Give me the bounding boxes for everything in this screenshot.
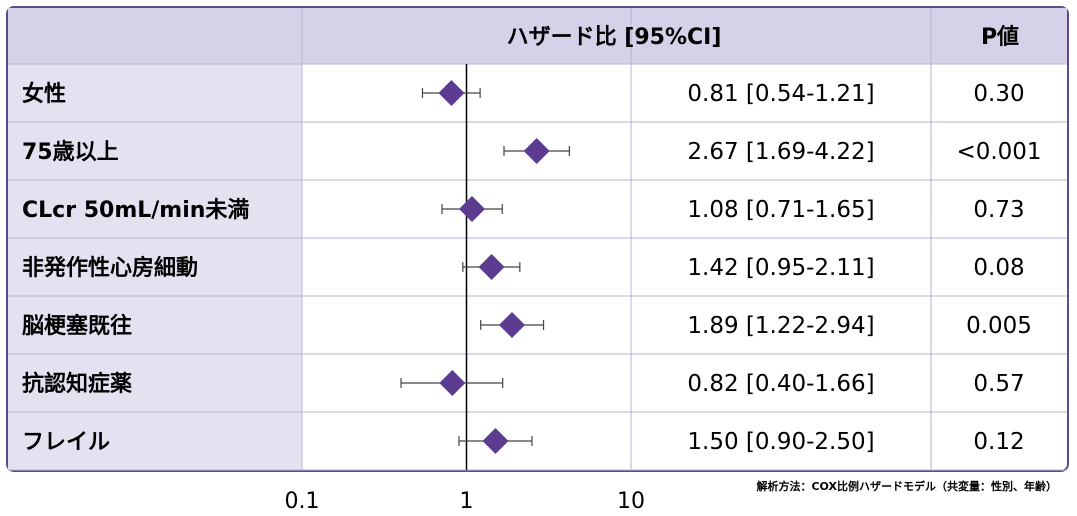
table-grid bbox=[8, 8, 1067, 471]
table-rows: 女性 0.81 [0.54-1.21] 0.30 75歳以上 2.67 [1.69-4.… bbox=[22, 81, 1042, 455]
p-value: 0.005 bbox=[966, 313, 1032, 339]
hr-point bbox=[478, 254, 505, 280]
p-value: 0.12 bbox=[973, 429, 1024, 455]
hr-value: 1.50 [0.90-2.50] bbox=[687, 429, 874, 455]
row-label: CLcr 50mL/min未満 bbox=[22, 197, 249, 223]
x-tick-label: 0.1 bbox=[285, 489, 320, 514]
row-label: 非発作性心房細動 bbox=[22, 255, 198, 281]
hr-value: 0.81 [0.54-1.21] bbox=[687, 81, 874, 107]
hr-value: 1.89 [1.22-2.94] bbox=[687, 313, 874, 339]
hr-point bbox=[458, 196, 485, 222]
footnote: 解析方法：COX比例ハザードモデル（共変量：性別、年齢） bbox=[756, 480, 1057, 493]
hr-value: 2.67 [1.69-4.22] bbox=[687, 139, 874, 165]
row-label: 75歳以上 bbox=[22, 140, 119, 165]
header-background bbox=[8, 8, 1067, 64]
p-value: 0.73 bbox=[973, 197, 1024, 223]
p-value: 0.57 bbox=[973, 371, 1024, 397]
p-value: 0.08 bbox=[973, 255, 1024, 281]
label-column-background bbox=[8, 64, 302, 470]
row-label: 女性 bbox=[22, 81, 66, 107]
p-value: <0.001 bbox=[956, 139, 1041, 165]
hr-point bbox=[523, 138, 550, 164]
row-label: 抗認知症薬 bbox=[22, 371, 132, 397]
p-value: 0.30 bbox=[973, 81, 1024, 107]
hr-value: 1.08 [0.71-1.65] bbox=[687, 197, 874, 223]
hr-value: 0.82 [0.40-1.66] bbox=[687, 371, 874, 397]
x-tick-label: 1 bbox=[460, 489, 474, 514]
hr-point bbox=[498, 312, 525, 338]
hr-point bbox=[438, 80, 465, 106]
row-label: フレイル bbox=[22, 430, 110, 455]
hr-value: 1.42 [0.95-2.11] bbox=[687, 255, 874, 281]
x-tick-label: 10 bbox=[617, 489, 645, 514]
forest-plot-frame bbox=[6, 6, 1069, 472]
plot-area bbox=[400, 64, 570, 470]
x-axis: 0.1 1 10 bbox=[285, 489, 646, 514]
hr-column-header: ハザード比 [95%CI] bbox=[507, 25, 722, 50]
row-label: 脳梗塞既往 bbox=[22, 313, 132, 339]
hr-point bbox=[439, 370, 466, 396]
p-column-header: P値 bbox=[981, 25, 1019, 50]
hr-point bbox=[482, 428, 509, 454]
